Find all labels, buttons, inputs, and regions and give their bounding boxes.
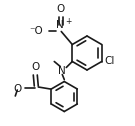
Text: ⁻O: ⁻O	[30, 25, 43, 36]
Text: Cl: Cl	[105, 56, 115, 67]
Text: O: O	[13, 84, 21, 94]
Text: O: O	[56, 4, 64, 13]
Text: N: N	[58, 66, 66, 75]
Text: +: +	[65, 17, 72, 25]
Text: O: O	[31, 62, 39, 72]
Text: N: N	[56, 20, 64, 29]
